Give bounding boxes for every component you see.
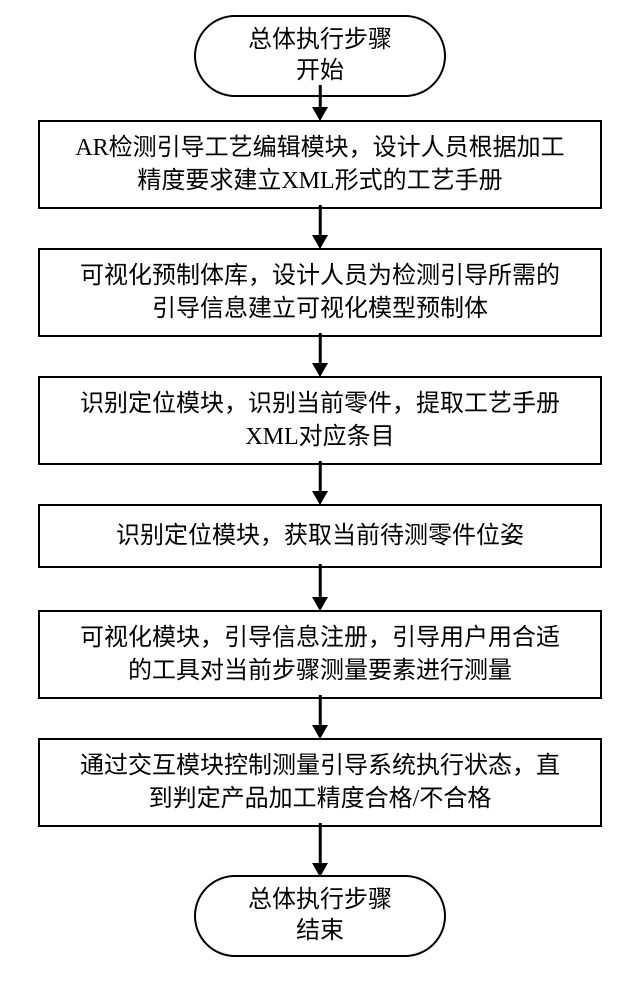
arrow-head-icon [312, 107, 328, 121]
process-step-4: 识别定位模块，获取当前待测零件位姿 [38, 504, 602, 568]
arrow-line [319, 85, 322, 107]
arrow-head-icon [312, 363, 328, 377]
arrow-line [319, 461, 322, 491]
arrow-head-icon [312, 235, 328, 249]
flowchart-container: 总体执行步骤 开始 AR检测引导工艺编辑模块，设计人员根据加工 精度要求建立XM… [0, 0, 640, 1000]
arrow-line [319, 333, 322, 363]
arrow-line [319, 695, 322, 725]
arrow-head-icon [312, 491, 328, 505]
process-step-6: 通过交互模块控制测量引导系统执行状态，直 到判定产品加工精度合格/不合格 [38, 738, 602, 827]
arrow-head-icon [312, 597, 328, 611]
process-step-2: 可视化预制体库，设计人员为检测引导所需的 引导信息建立可视化模型预制体 [38, 248, 602, 337]
arrow-line [319, 205, 322, 235]
process-step-3: 识别定位模块，识别当前零件，提取工艺手册 XML对应条目 [38, 376, 602, 465]
terminator-end: 总体执行步骤 结束 [194, 875, 446, 957]
process-step-1: AR检测引导工艺编辑模块，设计人员根据加工 精度要求建立XML形式的工艺手册 [38, 120, 602, 209]
process-step-5: 可视化模块，引导信息注册，引导用户用合适 的工具对当前步骤测量要素进行测量 [38, 610, 602, 699]
arrow-line [319, 564, 322, 597]
arrow-line [319, 823, 322, 863]
arrow-head-icon [312, 725, 328, 739]
